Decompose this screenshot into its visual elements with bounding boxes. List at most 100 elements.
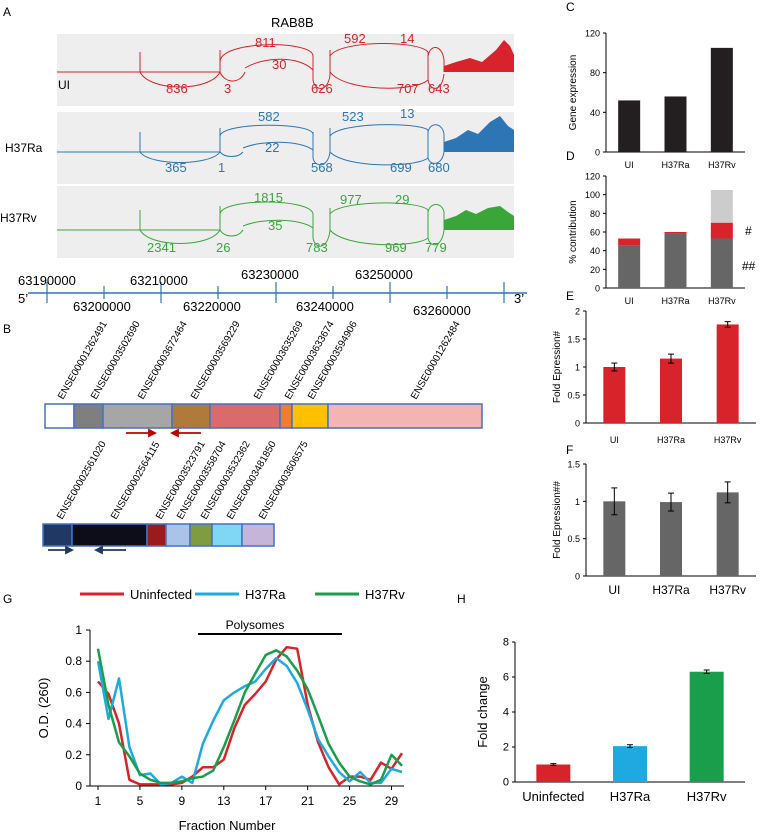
polysome-label: Polysomes	[226, 618, 285, 632]
exon-bar-2	[42, 523, 275, 547]
y-tick-label: 0	[595, 148, 600, 158]
junction-count: 783	[306, 240, 328, 255]
y-tick-label: 1.5	[567, 335, 580, 345]
sashimi-track-h37ra	[57, 124, 445, 166]
junction-count: 29	[395, 192, 409, 207]
x-category-label: H37Ra	[610, 789, 651, 804]
x-category-label: UI	[608, 583, 620, 597]
primer-arrows-2	[48, 545, 126, 555]
junction-count: 2341	[147, 240, 176, 255]
junction-count: 969	[385, 240, 407, 255]
annotation-hash: #	[745, 224, 752, 238]
y-tick-label: 80	[590, 209, 600, 219]
x-category-label: H37Rv	[714, 435, 742, 445]
junction-count: 977	[340, 192, 362, 207]
y-tick-label: 1	[75, 623, 82, 637]
coordinate-label: 63230000	[241, 267, 299, 282]
y-axis-title: Fold Epression#	[552, 330, 563, 403]
track-bg-h37rv	[57, 186, 514, 258]
gene-name: RAB8B	[271, 15, 314, 30]
exon-block	[42, 523, 73, 547]
bar	[613, 746, 647, 782]
exon-block	[327, 403, 483, 429]
junction-count: 365	[165, 160, 187, 175]
exon-labels-2: ENSE00002561020 ENSE00002564115 ENSE0000…	[55, 439, 311, 521]
junction-count: 14	[400, 31, 414, 46]
y-axis-title: Gene expression	[568, 55, 579, 131]
track-bg-h37ra	[57, 112, 514, 184]
junction-count: 699	[390, 160, 412, 175]
x-category-label: H37Ra	[652, 583, 690, 597]
panel-a: RAB8B UI 811 592 14 30 836 3 626 707 643	[0, 15, 527, 318]
sashimi-track-h37rv	[57, 201, 445, 247]
coverage-peak-h37rv	[444, 206, 514, 230]
coordinate-label: 63260000	[413, 303, 471, 318]
x-axis-title: Fraction Number	[179, 818, 276, 833]
junction-count: 3	[224, 81, 231, 96]
exon-block	[189, 523, 213, 547]
exon-block	[291, 403, 329, 429]
junction-count: 568	[311, 160, 333, 175]
bar	[689, 671, 724, 782]
y-tick-label: 0	[575, 572, 580, 582]
y-tick-label: 2	[575, 307, 580, 317]
x-tick-label: 21	[301, 794, 315, 808]
junction-count: 1	[218, 160, 225, 175]
bar	[660, 358, 682, 423]
exon-id: ENSE00003569229	[189, 319, 243, 401]
junction-count: 779	[425, 240, 447, 255]
exon-block	[73, 403, 104, 429]
track-bg-ui	[57, 34, 514, 106]
y-tick-label: 0	[503, 777, 509, 789]
panel-g-chart: 0 0.2 0.4 0.6 0.8 1 1 5 9 13 17 21 25 29 Fraction Numb…	[36, 587, 405, 833]
coordinate-label: 63190000	[18, 273, 76, 288]
coordinate-label: 63200000	[73, 299, 131, 314]
legend-label: Uninfected	[130, 587, 192, 602]
panel-label-c: C	[566, 0, 575, 14]
y-axis-title: Fold Epression##	[552, 481, 563, 559]
junction-labels-h37rv: 1815 977 29 35 2341 26 783 969 779	[147, 190, 447, 255]
junction-count: 811	[255, 35, 276, 50]
y-tick-label: 1	[575, 497, 580, 507]
x-category-label: H37Ra	[661, 296, 689, 306]
legend-label: H37Ra	[245, 587, 286, 602]
exon-block	[209, 403, 281, 429]
junction-count: 13	[400, 106, 414, 121]
panel-label-a: A	[3, 5, 11, 19]
junction-count: 680	[428, 160, 450, 175]
series-line-h37ra	[96, 656, 403, 786]
y-tick-label: 120	[585, 172, 600, 182]
panel-label-h: H	[457, 592, 466, 606]
y-axis-title: O.D. (260)	[36, 678, 51, 739]
bar-segment	[710, 222, 733, 239]
panel-c-chart: 0 40 80 120 Gene expression UI H37Ra H37Rv	[568, 29, 745, 170]
coordinate-label: 63220000	[183, 299, 241, 314]
sashimi-track-ui	[57, 42, 445, 89]
junction-count: 707	[397, 81, 419, 96]
y-tick-label: 120	[585, 29, 600, 39]
exon-id: ENSE00002561020	[55, 439, 109, 521]
y-tick-label: 0.6	[65, 685, 82, 699]
track-name-h37ra: H37Ra	[5, 141, 43, 155]
exon-block	[241, 523, 275, 547]
bar-segment	[618, 245, 641, 288]
track-name-ui: UI	[58, 78, 70, 92]
y-tick-label: 0	[575, 419, 580, 429]
junction-count: 1815	[254, 190, 283, 205]
x-tick-label: 5	[137, 794, 144, 808]
y-tick-label: 80	[590, 68, 600, 78]
coordinate-ruler: 63190000 63210000 63230000 63250000 6320…	[18, 267, 527, 318]
junction-labels-ui: 811 592 14 30 836 3 626 707 643	[166, 31, 450, 96]
bar	[716, 492, 739, 576]
x-category-label: UI	[610, 435, 619, 445]
panel-h-chart: 0 2 4 6 8 Fold change Uninfected H37Ra H37Rv	[475, 637, 745, 804]
annotation-double-hash: ##	[742, 259, 756, 273]
x-category-label: H37Rv	[687, 789, 727, 804]
x-tick-label: 9	[179, 794, 186, 808]
panel-label-f: F	[566, 443, 573, 457]
y-tick-label: 0.2	[65, 748, 82, 762]
panel-b: ENSE00001262491 ENSE00003502690 ENSE0000…	[42, 319, 483, 555]
exon-block	[146, 523, 167, 547]
exon-block	[102, 403, 173, 429]
